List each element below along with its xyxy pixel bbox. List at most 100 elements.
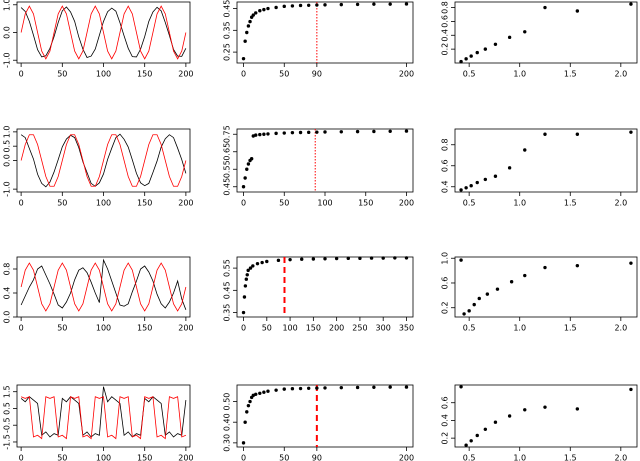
- x-tick-label: 350: [399, 324, 414, 333]
- point: [393, 256, 397, 260]
- point: [246, 403, 251, 408]
- x-tick-label: 150: [137, 70, 152, 79]
- point: [258, 391, 262, 395]
- point: [274, 5, 278, 10]
- y-tick-label: 0.8: [441, 138, 450, 151]
- point: [290, 387, 295, 391]
- x-tick-label: 2.0: [614, 454, 627, 461]
- point: [254, 133, 258, 137]
- point: [483, 427, 488, 431]
- point: [469, 184, 473, 188]
- point: [243, 39, 247, 43]
- point: [543, 5, 547, 10]
- y-tick-label: 0.6: [441, 277, 450, 290]
- point: [629, 2, 633, 6]
- point: [266, 6, 270, 11]
- y-tick-label: 0.5: [3, 140, 12, 153]
- point: [469, 54, 473, 58]
- y-tick-label: -1.0: [3, 181, 12, 197]
- y-tick-label: 1.5: [3, 385, 12, 398]
- y-tick-label: 0.0: [3, 311, 12, 324]
- x-tick-label: 0.5: [463, 199, 476, 208]
- point: [346, 256, 350, 261]
- point: [485, 292, 490, 296]
- point: [323, 386, 327, 390]
- point: [243, 420, 247, 424]
- point: [288, 257, 292, 262]
- y-tick-label: 0.8: [3, 263, 12, 276]
- point: [543, 265, 547, 270]
- point: [282, 131, 286, 135]
- series-line: [20, 5, 187, 60]
- point: [298, 3, 303, 8]
- x-tick-label: 50: [57, 199, 67, 208]
- x-tick-label: 100: [96, 199, 111, 208]
- point: [464, 186, 468, 190]
- point: [493, 174, 498, 178]
- point: [339, 2, 343, 7]
- point: [251, 264, 255, 268]
- x-tick-label: 1.0: [513, 199, 526, 208]
- x-tick-label: 0: [241, 324, 246, 333]
- x-tick-label: 0.5: [463, 454, 476, 461]
- point: [266, 389, 270, 393]
- point: [245, 410, 249, 414]
- x-tick-label: 200: [329, 324, 344, 333]
- point: [323, 257, 327, 261]
- point: [404, 129, 409, 133]
- point: [523, 148, 527, 152]
- point: [323, 130, 327, 134]
- point: [243, 284, 248, 288]
- point: [262, 7, 266, 12]
- y-tick-label: 0.25: [223, 43, 232, 61]
- plot-frame: [236, 384, 414, 448]
- point: [241, 185, 246, 189]
- y-tick-label: 1.0: [441, 252, 450, 265]
- point: [315, 3, 319, 7]
- x-tick-label: 200: [178, 324, 193, 333]
- x-tick-label: 0.5: [463, 324, 476, 333]
- point: [241, 310, 246, 315]
- point: [254, 11, 258, 15]
- point: [629, 387, 633, 392]
- point: [282, 4, 286, 9]
- series-line: [20, 396, 187, 440]
- y-tick-label: 0.35: [223, 21, 232, 39]
- x-tick-label: 1.5: [564, 454, 577, 461]
- point: [495, 287, 500, 291]
- point: [243, 176, 247, 180]
- x-tick-label: 300: [376, 324, 391, 333]
- point: [262, 132, 266, 136]
- y-tick-label: 0.75: [223, 125, 232, 143]
- point: [369, 256, 374, 260]
- y-tick-label: 0.30: [223, 434, 232, 452]
- point: [244, 277, 249, 281]
- point: [475, 50, 479, 55]
- y-tick-label: -0.5: [3, 417, 12, 433]
- series-line: [20, 386, 187, 438]
- point: [507, 166, 512, 170]
- point: [315, 386, 319, 390]
- point: [258, 132, 262, 137]
- x-tick-label: 1.0: [513, 70, 526, 79]
- point: [483, 177, 488, 182]
- point: [404, 2, 409, 6]
- x-tick-label: 200: [399, 199, 414, 208]
- point: [254, 392, 258, 396]
- series-line: [20, 6, 187, 58]
- point: [493, 42, 498, 46]
- point: [258, 9, 262, 13]
- x-tick-label: 100: [96, 454, 111, 461]
- point: [464, 57, 468, 61]
- x-tick-label: 0: [241, 199, 246, 208]
- plot-frame: [454, 256, 638, 318]
- point: [311, 257, 316, 261]
- x-tick-label: 150: [137, 199, 152, 208]
- y-tick-label: -1.5: [3, 434, 12, 450]
- y-tick-label: 1.0: [3, 125, 12, 138]
- x-tick-label: 50: [57, 454, 67, 461]
- plot-frame: [454, 128, 638, 193]
- point: [282, 387, 286, 391]
- x-tick-label: 0: [241, 70, 246, 79]
- point: [629, 261, 633, 265]
